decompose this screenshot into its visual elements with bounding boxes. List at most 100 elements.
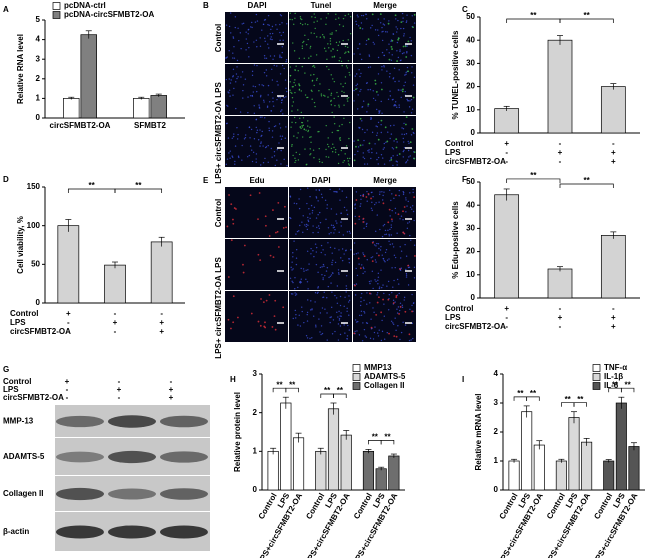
cell-dot [279,39,281,42]
cell-dot [317,200,319,202]
cell-dot [279,23,281,26]
cell-dot [328,68,330,71]
legend-label: pcDNA-circSFMBT2-OA [64,10,154,19]
cell-dot [301,126,304,128]
cell-dot [345,287,348,290]
blot-band [56,415,104,428]
cell-dot [280,56,283,59]
cell-dot [413,13,416,16]
condition-cell: - [505,322,508,331]
panel-letter: E [203,176,209,185]
cell-dot [378,296,380,299]
cell-dot [373,244,376,246]
cell-dot [294,157,296,159]
cell-dot [346,213,349,216]
cell-dot [263,99,265,102]
cell-dot [391,39,394,42]
cell-dot [412,188,414,191]
cell-dot [276,65,278,67]
cell-dot [368,142,371,145]
cell-dot [361,340,364,342]
cell-dot [338,125,341,127]
cell-dot [396,60,398,62]
cell-dot [313,84,315,87]
cell-dot [297,132,299,134]
cell-dot [400,27,402,30]
cell-dot [307,187,309,189]
blot-band [56,525,104,539]
row-label: LPS [214,82,223,98]
cell-dot [234,163,236,165]
sig-label: ** [135,181,142,190]
cell-dot [335,213,338,215]
cell-dot [381,112,383,114]
cell-dot [232,52,234,54]
cell-dot [339,315,341,317]
cell-dot [330,224,333,226]
cell-dot [390,158,393,161]
cell-dot [389,90,391,92]
cell-dot [354,294,357,296]
cell-dot [398,313,400,315]
cell-dot [367,66,370,69]
cell-dot [313,21,315,23]
cell-dot [376,301,379,304]
cell-dot [315,217,318,219]
cell-dot [264,157,266,160]
cell-dot [327,96,329,98]
error-bar [571,411,577,424]
cell-dot [398,292,400,295]
cell-dot [377,272,380,275]
cell-dot [314,16,316,19]
cell-dot [331,261,333,264]
cell-dot [407,100,409,102]
cell-dot [371,209,373,212]
panel-letter: D [3,175,9,184]
cell-dot [402,156,405,158]
cell-dot [264,18,267,21]
cell-dot [399,218,401,220]
cell-dot [399,306,402,308]
blot-band [160,451,208,463]
cell-dot [390,46,393,48]
cell-dot [360,198,362,201]
cell-dot [361,28,364,30]
cell-dot [357,257,360,260]
cell-dot [310,300,312,302]
cell-dot [409,308,411,311]
cell-dot [345,65,348,67]
cell-dot [333,123,336,125]
legend-swatch [352,364,361,372]
error-bar [557,35,563,45]
cell-dot [347,324,349,327]
cell-dot [348,299,351,302]
cell-dot [273,155,276,157]
cell-dot [290,293,293,295]
cell-dot [357,108,359,110]
cell-dot [268,101,271,103]
error-bar [503,105,510,111]
cell-dot [359,53,361,55]
cell-dot [331,272,334,274]
cell-dot [376,132,379,134]
cell-dot [237,155,240,157]
cell-dot [373,311,375,314]
cell-dot [371,241,374,244]
cell-dot [392,286,394,288]
cell-dot [401,90,404,93]
cell-dot [384,251,387,254]
cell-dot [281,109,283,111]
cell-dot [279,127,282,129]
cell-dot [307,120,309,122]
column-label: Tunel [311,1,332,10]
cell-dot [330,74,332,76]
cell-dot [375,91,378,93]
cell-dot [302,268,305,270]
cell-dot [294,121,297,124]
cell-dot [334,261,337,264]
cell-dot [345,196,348,199]
cell-dot [324,274,326,277]
cell-dot [313,64,315,67]
cell-dot [338,104,340,106]
cell-dot [267,94,269,96]
